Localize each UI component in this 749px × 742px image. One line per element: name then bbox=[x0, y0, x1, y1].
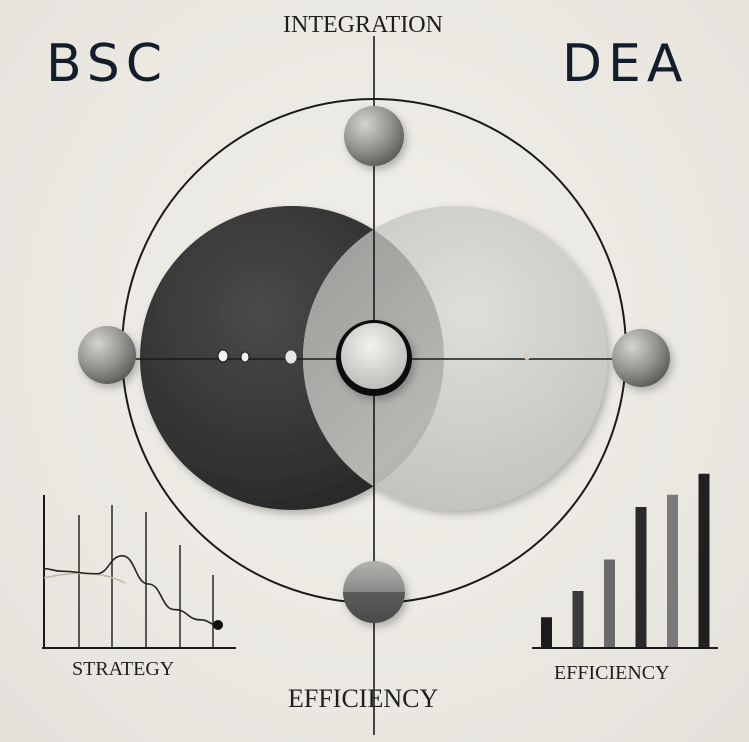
venn-group bbox=[140, 206, 607, 510]
efficiency-axis-label: EFFICIENCY bbox=[288, 684, 439, 713]
strategy-chart bbox=[42, 495, 236, 649]
ball-top bbox=[344, 106, 404, 166]
ball-right bbox=[612, 329, 670, 387]
integration-label: INTEGRATION bbox=[283, 12, 443, 38]
efficiency-bar bbox=[541, 617, 552, 647]
strategy-end-dot bbox=[213, 619, 223, 630]
efficiency-bar bbox=[698, 473, 710, 647]
axis-dot bbox=[240, 351, 250, 363]
efficiency-bar bbox=[635, 507, 647, 647]
strategy-curve bbox=[43, 555, 219, 626]
efficiency-chart bbox=[532, 473, 718, 649]
strategy-label: STRATEGY bbox=[72, 658, 175, 680]
axis-dot bbox=[217, 349, 229, 363]
efficiency-bars bbox=[541, 473, 710, 647]
efficiency-bar bbox=[572, 591, 584, 647]
strategy-faint-curve bbox=[43, 572, 126, 584]
overlap-region bbox=[303, 206, 444, 510]
efficiency-chart-label: EFFICIENCY bbox=[554, 662, 670, 684]
center-ball bbox=[341, 323, 407, 389]
efficiency-bar bbox=[604, 559, 615, 647]
ball-bottom bbox=[343, 561, 405, 623]
axis-dot bbox=[284, 349, 298, 365]
axis-dot bbox=[524, 352, 530, 360]
ball-left bbox=[78, 326, 136, 384]
efficiency-bar bbox=[667, 494, 678, 647]
bsc-title: BSC bbox=[46, 34, 169, 94]
dea-title: DEA bbox=[562, 34, 689, 94]
